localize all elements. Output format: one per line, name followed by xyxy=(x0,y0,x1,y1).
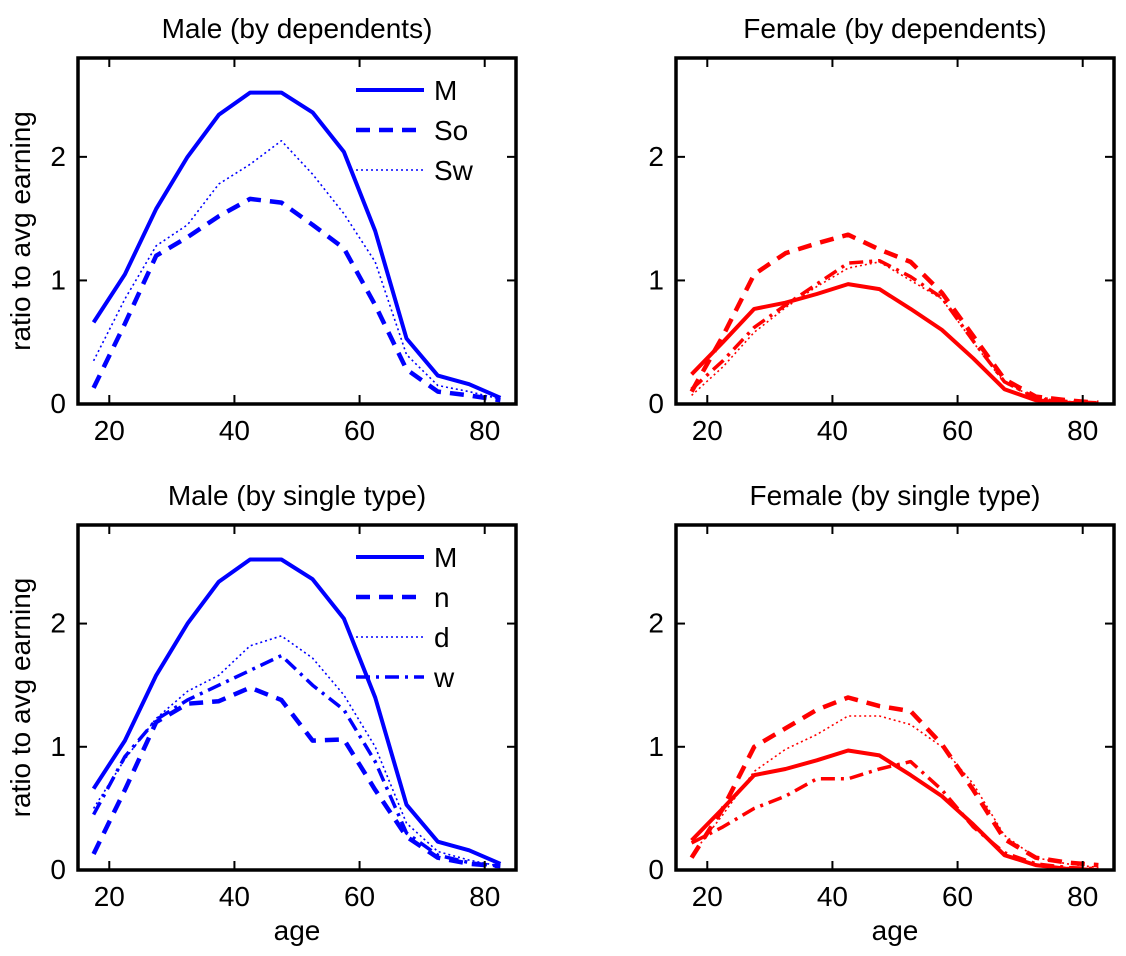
y-axis-label: ratio to avg earning xyxy=(5,578,36,818)
chart-title: Female (by dependents) xyxy=(743,13,1047,44)
axes-box xyxy=(76,523,518,872)
y-axis-label: ratio to avg earning xyxy=(5,111,36,351)
series-line-m xyxy=(91,90,502,400)
x-tick-label: 80 xyxy=(1067,881,1098,912)
chart-panel-4: Female (by single type) 20 40 60 80 0 1 2 age xyxy=(648,480,1116,946)
y-tick-label: 1 xyxy=(648,731,664,762)
axes-box xyxy=(76,56,518,406)
y-tick-label: 1 xyxy=(648,264,664,295)
x-tick-label: 60 xyxy=(942,415,973,446)
axes-box xyxy=(674,523,1116,872)
legend-label-so: So xyxy=(434,115,468,146)
legend: M So Sw xyxy=(356,75,474,186)
x-tick-label: 60 xyxy=(344,415,375,446)
y-tick-label: 2 xyxy=(648,141,664,172)
x-tick-label: 80 xyxy=(1067,415,1098,446)
legend-label-m: M xyxy=(434,75,457,106)
chart-panel-2: Female (by dependents) 20 40 60 80 0 1 2 xyxy=(648,13,1116,446)
x-tick-label: 60 xyxy=(942,881,973,912)
legend-label-n: n xyxy=(434,582,450,613)
series-line-w xyxy=(92,653,501,869)
series-line-3 xyxy=(690,715,1099,869)
series-line-4 xyxy=(690,258,1099,404)
x-tick-label: 20 xyxy=(692,881,723,912)
x-tick-label: 40 xyxy=(817,881,848,912)
x-tick-label: 20 xyxy=(94,415,125,446)
legend-label-sw: Sw xyxy=(434,155,474,186)
y-tick-label: 2 xyxy=(648,608,664,639)
series-line-3 xyxy=(691,261,1099,404)
series-line-1 xyxy=(690,748,1099,870)
legend-label-m: M xyxy=(434,542,457,573)
chart-title: Female (by single type) xyxy=(749,480,1040,511)
y-tick-label: 0 xyxy=(648,388,664,419)
chart-title: Male (by dependents) xyxy=(162,13,433,44)
y-tick-label: 0 xyxy=(648,854,664,885)
x-tick-label: 40 xyxy=(219,415,250,446)
axes-box xyxy=(674,56,1116,406)
y-tick-label: 2 xyxy=(50,141,66,172)
x-tick-label: 80 xyxy=(469,881,500,912)
chart-title: Male (by single type) xyxy=(168,480,426,511)
x-tick-label: 40 xyxy=(219,881,250,912)
series-line-1 xyxy=(690,282,1099,404)
series-line-m xyxy=(91,557,502,866)
legend-label-d: d xyxy=(434,622,450,653)
y-tick-label: 1 xyxy=(50,731,66,762)
x-axis-label: age xyxy=(872,915,919,946)
series-line-d xyxy=(92,635,501,868)
x-axis-label: age xyxy=(274,915,321,946)
chart-panel-3: Male (by single type) 20 40 60 80 0 1 2 ratio to… xyxy=(5,480,518,946)
x-tick-label: 20 xyxy=(94,881,125,912)
x-tick-label: 60 xyxy=(344,881,375,912)
x-tick-label: 80 xyxy=(469,415,500,446)
series-line-2 xyxy=(689,232,1099,404)
y-tick-label: 0 xyxy=(50,388,66,419)
series-line-so xyxy=(91,196,501,403)
x-tick-label: 20 xyxy=(692,415,723,446)
x-tick-label: 40 xyxy=(817,415,848,446)
y-tick-label: 2 xyxy=(50,608,66,639)
y-tick-label: 0 xyxy=(50,854,66,885)
series-line-2 xyxy=(689,695,1099,868)
legend-label-w: w xyxy=(433,662,455,693)
y-tick-label: 1 xyxy=(50,264,66,295)
chart-panel-1: Male (by dependents) 20 40 60 80 0 1 2 ratio to … xyxy=(5,13,518,446)
series-line-n xyxy=(91,685,501,869)
